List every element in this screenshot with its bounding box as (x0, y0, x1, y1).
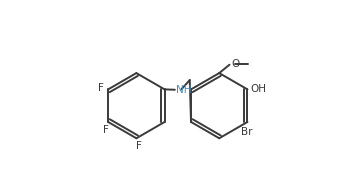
Text: O: O (231, 59, 239, 69)
Text: F: F (136, 141, 142, 151)
Text: F: F (103, 125, 109, 135)
Text: F: F (98, 83, 103, 93)
Text: OH: OH (250, 84, 266, 94)
Text: Br: Br (241, 127, 252, 137)
Text: NH: NH (176, 85, 191, 95)
